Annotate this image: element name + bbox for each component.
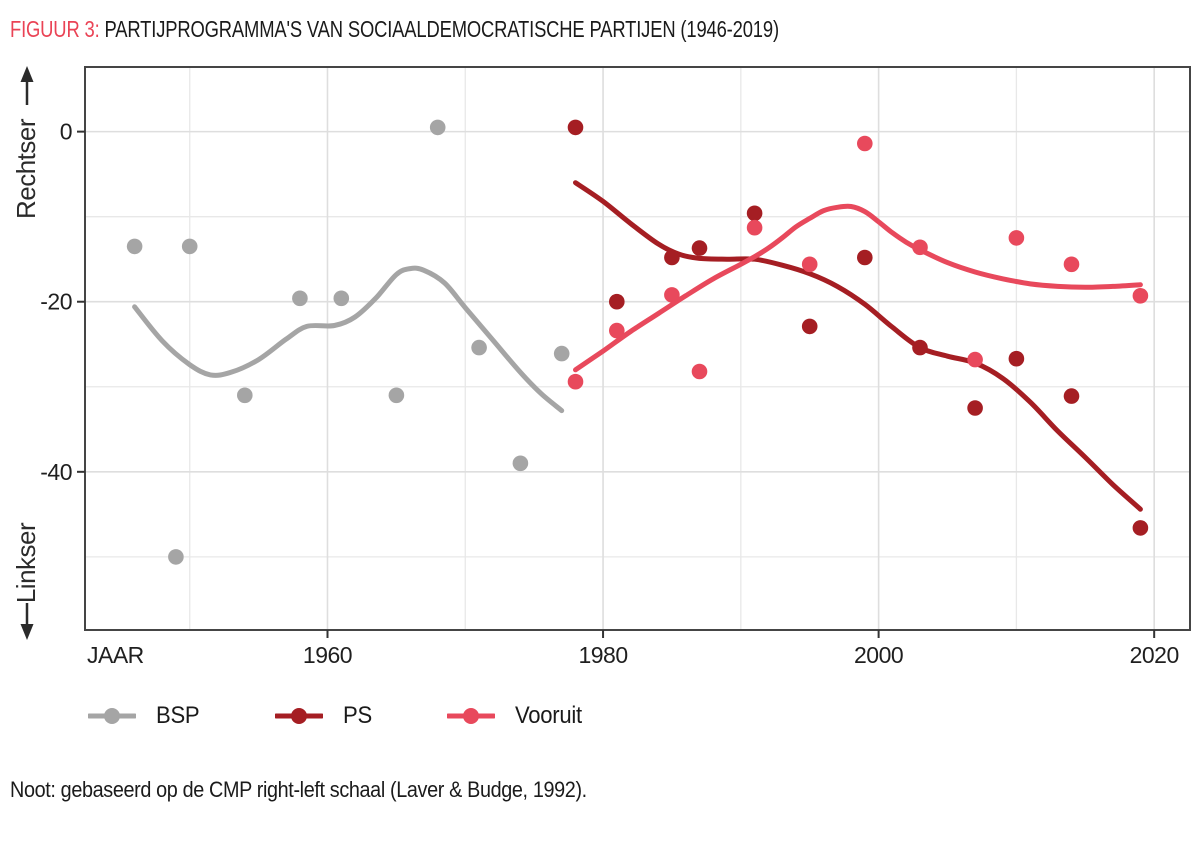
data-point-PS <box>912 339 928 356</box>
data-point-PS <box>746 205 763 222</box>
legend-label-PS: PS <box>343 702 373 729</box>
data-point-PS <box>967 400 983 416</box>
x-tick-label: 1960 <box>303 642 352 668</box>
data-point-PS <box>609 293 625 310</box>
trend-line-PS <box>573 180 1143 512</box>
y-axis-direction-labels: Rechtser Linkser <box>11 66 41 640</box>
x-axis-title: JAAR <box>87 642 144 668</box>
gridlines <box>85 67 1190 630</box>
legend-item-Vooruit: Vooruit <box>446 702 588 730</box>
data-point-Vooruit <box>567 373 584 390</box>
y-tick-label: -20 <box>40 289 72 315</box>
series-BSP <box>126 119 570 565</box>
figure-note: Noot: gebaseerd op de CMP right-left sch… <box>10 777 587 802</box>
trend-line-Vooruit <box>573 203 1143 373</box>
axes: 1960 1980 2000 2020 0 -20 -40 JAAR <box>40 119 1179 668</box>
data-point-PS <box>567 119 584 136</box>
data-point-Vooruit <box>1132 288 1149 304</box>
data-point-PS <box>857 249 873 266</box>
legend-label-BSP: BSP <box>156 702 200 729</box>
data-point-BSP <box>471 339 487 356</box>
data-point-Vooruit <box>857 135 873 152</box>
data-point-BSP <box>429 119 446 136</box>
series-Vooruit <box>567 135 1149 390</box>
data-point-BSP <box>237 387 253 404</box>
y-axis-label-bottom: Linkser <box>11 522 41 603</box>
arrow-up-icon <box>20 66 34 82</box>
trend-line-BSP <box>132 265 565 414</box>
data-point-BSP <box>388 387 405 404</box>
legend-marker-Vooruit <box>446 708 495 724</box>
data-point-Vooruit <box>746 219 763 236</box>
figure-title: FIGUUR 3: PARTIJPROGRAMMA'S VAN SOCIAALD… <box>10 16 962 43</box>
data-point-BSP <box>126 238 143 255</box>
legend-item-PS: PS <box>275 702 374 730</box>
x-tick-label: 1980 <box>578 642 627 668</box>
x-tick-label: 2000 <box>854 642 903 668</box>
chart-svg: 1960 1980 2000 2020 0 -20 -40 JAAR Rechtser Links… <box>11 66 1191 668</box>
arrow-down-icon <box>20 624 34 640</box>
chart-legend: BSP PS Vooruit <box>88 701 1200 731</box>
data-point-PS <box>1063 388 1080 404</box>
data-point-BSP <box>168 549 184 565</box>
data-point-Vooruit <box>801 256 818 273</box>
data-point-Vooruit <box>1063 256 1080 273</box>
data-point-BSP <box>292 290 308 307</box>
data-point-PS <box>664 249 680 266</box>
data-point-PS <box>801 318 818 335</box>
figure-title-text: PARTIJPROGRAMMA'S VAN SOCIAALDEMOCRATISC… <box>104 16 780 42</box>
series-PS <box>567 119 1149 536</box>
y-axis-label-top: Rechtser <box>11 118 41 219</box>
legend-marker-BSP <box>88 708 136 724</box>
data-point-BSP <box>181 238 198 255</box>
data-point-BSP <box>553 345 570 362</box>
legend-label-Vooruit: Vooruit <box>514 702 582 729</box>
data-point-Vooruit <box>664 287 680 303</box>
data-point-Vooruit <box>691 363 708 380</box>
data-point-PS <box>1132 520 1149 536</box>
legend-item-BSP: BSP <box>88 702 203 730</box>
chart: 1960 1980 2000 2020 0 -20 -40 JAAR Rechtser Links… <box>0 55 1200 675</box>
y-tick-label: -40 <box>40 459 72 485</box>
plot-border <box>84 66 1191 631</box>
figure-label: FIGUUR 3: <box>10 16 100 42</box>
data-point-Vooruit <box>967 351 983 368</box>
data-point-BSP <box>333 290 350 307</box>
data-point-PS <box>1008 350 1025 367</box>
data-point-Vooruit <box>609 322 625 339</box>
x-tick-label: 2020 <box>1130 642 1179 668</box>
data-point-Vooruit <box>912 239 928 256</box>
data-point-PS <box>691 240 708 256</box>
data-point-Vooruit <box>1008 230 1025 246</box>
data-point-BSP <box>512 455 529 472</box>
legend-marker-PS <box>275 708 324 724</box>
y-tick-label: 0 <box>60 119 72 145</box>
